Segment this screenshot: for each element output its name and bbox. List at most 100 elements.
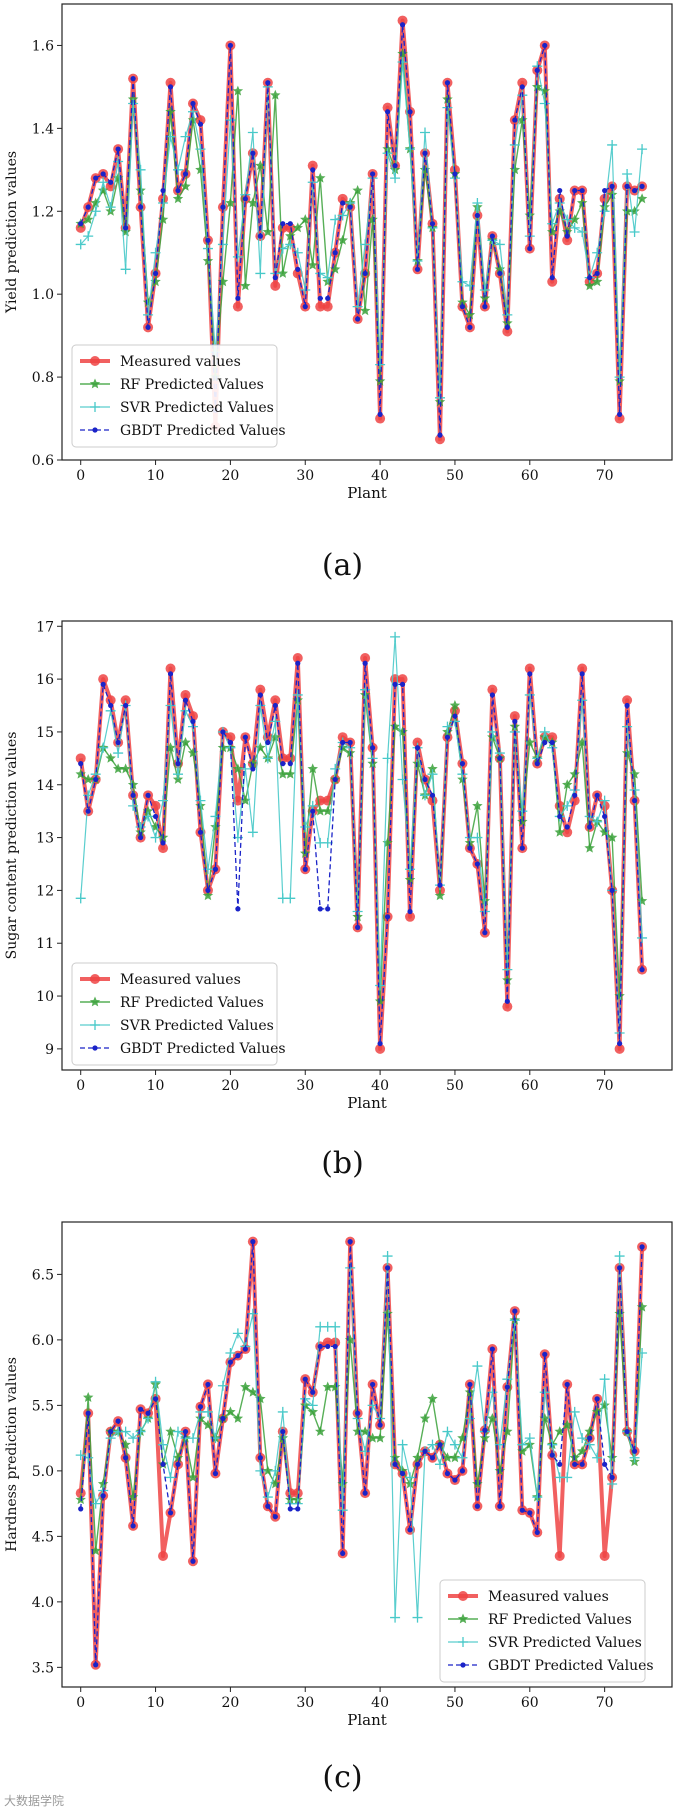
data-point-rf <box>330 1381 341 1392</box>
series-line-gbdt <box>80 1240 643 1666</box>
data-point-svr <box>509 139 520 150</box>
data-point-gbdt <box>399 681 406 687</box>
y-tick-label: 17 <box>36 619 54 635</box>
data-point-svr <box>225 115 236 126</box>
data-point-rf <box>247 1386 259 1397</box>
data-point-measured <box>322 301 333 312</box>
data-point-measured <box>307 160 318 171</box>
data-point-svr <box>494 239 505 250</box>
data-point-gbdt <box>399 22 406 28</box>
data-point-svr <box>83 231 94 242</box>
data-point-rf <box>90 1545 101 1556</box>
data-point-gbdt <box>227 739 234 746</box>
data-point-svr <box>247 127 258 138</box>
y-tick-label: 6.0 <box>32 1333 54 1349</box>
data-point-gbdt <box>325 295 331 301</box>
data-point-gbdt <box>482 304 488 310</box>
data-point-gbdt <box>145 324 151 330</box>
data-point-gbdt <box>602 813 608 820</box>
data-point-measured <box>105 695 116 706</box>
data-point-svr <box>427 1439 438 1450</box>
data-point-gbdt <box>295 1506 301 1512</box>
data-point-svr <box>150 1376 161 1387</box>
data-point-gbdt <box>123 225 129 231</box>
data-point-svr <box>479 906 490 917</box>
data-point-svr <box>599 206 610 217</box>
data-point-rf <box>374 995 386 1006</box>
data-point-svr <box>217 1380 228 1391</box>
data-point-rf <box>292 222 303 233</box>
data-point-gbdt <box>257 692 263 698</box>
data-point-gbdt <box>190 100 196 107</box>
x-tick-label: 20 <box>221 1078 239 1094</box>
data-point-rf <box>270 731 281 742</box>
y-tick-label: 3.5 <box>32 1660 54 1676</box>
data-point-measured <box>487 684 498 695</box>
data-point-svr <box>360 684 371 695</box>
data-point-gbdt <box>467 324 473 330</box>
data-point-svr <box>562 214 573 225</box>
data-point-rf <box>307 1406 318 1417</box>
data-point-gbdt <box>602 187 608 194</box>
y-tick-label: 4.5 <box>32 1529 54 1545</box>
data-point-gbdt <box>579 671 585 677</box>
data-point-gbdt <box>152 1396 159 1402</box>
data-point-measured <box>285 1488 296 1499</box>
data-point-svr <box>315 268 326 279</box>
data-point-gbdt <box>317 906 323 912</box>
data-point-svr <box>577 1433 588 1444</box>
data-point-rf <box>434 890 446 901</box>
series-line-gbdt <box>80 24 643 436</box>
data-point-rf <box>83 774 94 784</box>
data-point-gbdt <box>639 183 645 189</box>
data-point-svr <box>247 827 258 838</box>
legend-swatch-marker <box>92 1045 98 1051</box>
data-point-svr <box>158 795 169 806</box>
data-point-gbdt <box>182 171 189 177</box>
data-point-svr <box>479 285 490 296</box>
data-point-measured <box>270 280 281 291</box>
data-point-svr <box>487 726 498 737</box>
data-point-svr <box>457 1452 468 1463</box>
data-point-rf <box>524 209 535 220</box>
data-point-svr <box>382 1251 393 1262</box>
data-point-gbdt <box>429 221 436 227</box>
y-tick-label: 1.0 <box>32 287 54 303</box>
data-point-gbdt <box>85 808 91 814</box>
data-point-gbdt <box>302 304 308 310</box>
data-point-measured <box>502 1001 513 1012</box>
data-point-rf <box>636 1301 648 1312</box>
data-point-svr <box>173 164 184 175</box>
data-point-svr <box>629 227 640 237</box>
data-point-gbdt <box>384 914 391 920</box>
y-tick-label: 14 <box>36 778 54 794</box>
data-point-rf <box>636 193 648 204</box>
data-point-svr <box>307 1400 318 1411</box>
data-point-gbdt <box>115 1418 121 1424</box>
data-point-svr <box>75 1450 86 1461</box>
data-point-svr <box>270 1465 281 1476</box>
data-point-rf <box>577 197 588 208</box>
data-point-svr <box>187 1433 198 1444</box>
legend-item: GBDT Predicted Values <box>80 1041 286 1057</box>
data-point-measured <box>562 827 573 838</box>
data-point-rf <box>83 1392 94 1402</box>
data-point-gbdt <box>429 1455 436 1461</box>
data-point-rf <box>367 214 378 224</box>
data-point-rf <box>75 1494 86 1505</box>
panel-hardness: 0 10 20 30 40 50 60 70 Plant 3.5 4.0 4.5 5.0 5.5 6.0 6.… <box>0 1212 685 1812</box>
data-point-gbdt <box>332 250 338 256</box>
data-point-rf <box>352 1426 363 1436</box>
legend-swatch-marker <box>90 1020 100 1030</box>
data-point-gbdt <box>444 1470 451 1477</box>
data-point-svr <box>270 716 281 727</box>
legend-swatch-marker <box>458 1591 468 1601</box>
data-point-rf <box>315 805 326 816</box>
data-point-svr <box>472 1361 483 1372</box>
data-point-rf <box>285 768 296 779</box>
data-point-rf <box>187 1471 199 1482</box>
data-point-measured <box>187 711 198 722</box>
data-point-rf <box>232 763 244 774</box>
data-point-svr <box>240 763 251 774</box>
x-tick-label: 50 <box>446 1078 464 1094</box>
